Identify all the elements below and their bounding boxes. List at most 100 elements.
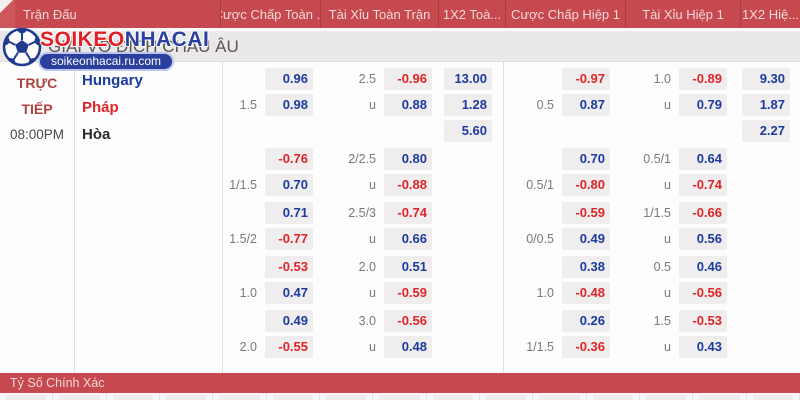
draw-label: Hòa (82, 126, 111, 143)
odds-value[interactable]: 9.30 (742, 68, 790, 90)
odds-block: 0.96 2.5 -0.96 13.00 -0.97 1.0 -0.89 9.30 … (220, 68, 800, 142)
score-cell[interactable] (480, 393, 534, 400)
odds-value[interactable]: 0.49 (562, 228, 610, 250)
odds-value[interactable]: 0.46 (679, 256, 727, 278)
odds-value[interactable]: 0.70 (562, 148, 610, 170)
score-cell[interactable] (533, 393, 587, 400)
1x2-ft-cell: 1.28 (438, 94, 505, 116)
odds-value[interactable]: 0.43 (679, 336, 727, 358)
1x2-h1-cell (740, 228, 800, 250)
odds-value[interactable]: 0.71 (265, 202, 313, 224)
site-logo[interactable]: SOIKEONHACAI soikeonhacai.ru.com (2, 26, 212, 71)
1x2-ft-cell (438, 174, 505, 196)
score-cell[interactable] (160, 393, 214, 400)
line-label: 1/1.5 (229, 178, 257, 192)
line-label: 2.0 (239, 340, 257, 354)
odds-value[interactable]: 0.64 (679, 148, 727, 170)
odds-value[interactable]: -0.80 (562, 174, 610, 196)
overunder-h1-cell: u 0.79 (625, 94, 740, 116)
handicap-ft-cell: 1/1.5 0.70 (220, 174, 320, 196)
odds-value[interactable]: -0.96 (384, 68, 432, 90)
score-cell[interactable] (640, 393, 694, 400)
odds-value[interactable]: -0.97 (562, 68, 610, 90)
odds-value[interactable]: 5.60 (444, 120, 492, 142)
odds-value[interactable]: -0.66 (679, 202, 727, 224)
odds-value[interactable]: 0.48 (384, 336, 432, 358)
odds-value[interactable]: -0.76 (265, 148, 313, 170)
odds-value[interactable]: -0.56 (679, 282, 727, 304)
odds-value[interactable]: -0.74 (384, 202, 432, 224)
odds-value[interactable]: -0.59 (384, 282, 432, 304)
1x2-h1-cell (740, 282, 800, 304)
odds-value[interactable]: -0.48 (562, 282, 610, 304)
odds-value[interactable]: -0.53 (679, 310, 727, 332)
odds-value[interactable]: 0.47 (265, 282, 313, 304)
odds-value[interactable]: -0.36 (562, 336, 610, 358)
odds-value[interactable]: 0.88 (384, 94, 432, 116)
line-label: u (369, 98, 376, 112)
score-cell[interactable] (267, 393, 320, 400)
line-label: 1.0 (239, 286, 257, 300)
odds-value[interactable]: -0.59 (562, 202, 610, 224)
overunder-h1-cell: u -0.74 (625, 174, 740, 196)
1x2-h1-cell (740, 310, 800, 332)
odds-value[interactable]: -0.88 (384, 174, 432, 196)
col-header-handicap-fulltime: Cược Chấp Toàn ... (220, 0, 320, 28)
score-cell[interactable] (747, 393, 800, 400)
site-domain-badge[interactable]: soikeonhacai.ru.com (38, 52, 175, 71)
odds-value[interactable]: -0.56 (384, 310, 432, 332)
odds-value[interactable]: 1.28 (444, 94, 492, 116)
odds-value[interactable]: 0.98 (265, 94, 313, 116)
score-cell[interactable] (0, 393, 54, 400)
team-home[interactable]: Hungary (82, 72, 143, 89)
1x2-h1-cell: 2.27 (740, 120, 800, 142)
odds-value[interactable]: 0.70 (265, 174, 313, 196)
score-cell[interactable] (320, 393, 374, 400)
team-away[interactable]: Pháp (82, 99, 119, 116)
odds-value[interactable]: 0.56 (679, 228, 727, 250)
odds-row: 5.60 2.27 (220, 120, 800, 142)
overunder-h1-cell: u 0.56 (625, 228, 740, 250)
odds-value[interactable]: -0.53 (265, 256, 313, 278)
odds-value[interactable]: -0.74 (679, 174, 727, 196)
line-label: 0.5/1 (643, 152, 671, 166)
overunder-ft-cell (320, 120, 438, 142)
score-cell[interactable] (213, 393, 267, 400)
odds-value[interactable]: 0.49 (265, 310, 313, 332)
1x2-ft-cell (438, 282, 505, 304)
odds-value[interactable]: 0.96 (265, 68, 313, 90)
partial-score-row (0, 393, 800, 400)
odds-value[interactable]: 0.38 (562, 256, 610, 278)
1x2-ft-cell (438, 256, 505, 278)
score-cell[interactable] (373, 393, 427, 400)
score-cell[interactable] (693, 393, 747, 400)
1x2-ft-cell (438, 336, 505, 358)
odds-row: 1/1.5 0.70 u -0.88 0.5/1 -0.80 u -0.74 (220, 174, 800, 196)
odds-value[interactable]: 13.00 (444, 68, 492, 90)
score-cell[interactable] (107, 393, 160, 400)
odds-value[interactable]: 0.87 (562, 94, 610, 116)
overunder-ft-cell: 2.5 -0.96 (320, 68, 438, 90)
odds-value[interactable]: 0.79 (679, 94, 727, 116)
odds-value[interactable]: -0.55 (265, 336, 313, 358)
score-cell[interactable] (587, 393, 640, 400)
odds-value[interactable]: 1.87 (742, 94, 790, 116)
odds-value[interactable]: -0.89 (679, 68, 727, 90)
score-cell[interactable] (427, 393, 480, 400)
overunder-ft-cell: u -0.59 (320, 282, 438, 304)
score-cell[interactable] (53, 393, 107, 400)
odds-value[interactable]: 0.26 (562, 310, 610, 332)
odds-value[interactable]: 0.66 (384, 228, 432, 250)
odds-value[interactable]: 0.51 (384, 256, 432, 278)
correct-score-section-header[interactable]: Tỷ Số Chính Xác (0, 373, 800, 393)
odds-value[interactable]: -0.77 (265, 228, 313, 250)
overunder-ft-cell: u 0.48 (320, 336, 438, 358)
overunder-ft-cell: u 0.88 (320, 94, 438, 116)
odds-value[interactable]: 2.27 (742, 120, 790, 142)
overunder-h1-cell (625, 120, 740, 142)
match-teams[interactable]: Hungary Pháp Hòa (82, 67, 143, 148)
odds-value[interactable]: 0.80 (384, 148, 432, 170)
line-label: 0.5/1 (526, 178, 554, 192)
line-label: 1.0 (653, 72, 671, 86)
